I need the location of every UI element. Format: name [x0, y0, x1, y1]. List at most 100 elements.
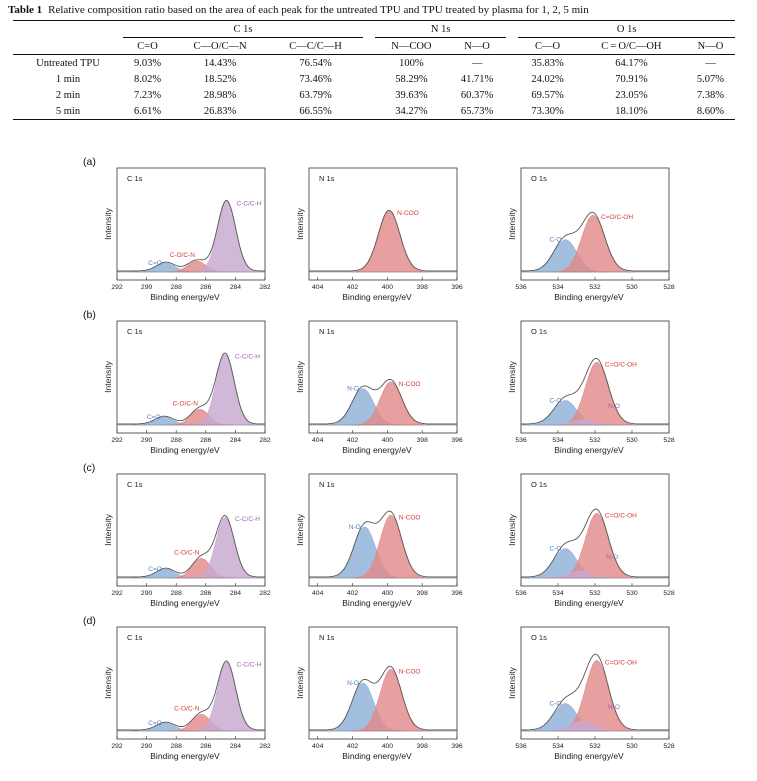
x-tick-label: 290 [141, 743, 153, 750]
peak-label: C-O [549, 398, 561, 405]
subheader-cell: C—C/C—H [268, 37, 363, 55]
table-cell: 7.38% [696, 89, 725, 101]
x-tick-label: 532 [589, 437, 601, 444]
table-row: 1 min 8.02% 18.52% 73.46% 58.29% 41.71% … [13, 71, 735, 87]
spectrum-title: C 1s [127, 174, 143, 183]
x-tick-label: 290 [141, 284, 153, 291]
y-axis-label: Intensity [295, 513, 305, 545]
x-tick-label: 284 [230, 437, 242, 444]
table-cell: 6.61% [123, 103, 173, 120]
peak-label: N-O [349, 524, 361, 531]
envelope-line [117, 660, 265, 731]
spectrum-n1s-c: N-O N-COO N 1s 404 402 400 398 396 Binding energ… [295, 473, 463, 608]
table-cell: 73.46% [299, 73, 332, 85]
peak-label: C-O/C-N [170, 252, 196, 259]
x-axis-label: Binding energy/eV [150, 751, 220, 761]
peak-c-c-c-h [193, 201, 260, 273]
peak-n-o [538, 570, 622, 579]
y-axis-label: Intensity [295, 207, 305, 239]
x-tick-label: 402 [347, 590, 359, 597]
x-axis-label: Binding energy/eV [554, 292, 624, 302]
y-axis-label: Intensity [507, 513, 517, 545]
subheader-cell: C—O/C—N [172, 37, 269, 55]
x-tick-label: 282 [259, 437, 271, 444]
peak-label: N-O [347, 680, 359, 687]
table-cell: 9.03% [133, 57, 162, 69]
envelope-line [521, 508, 669, 578]
peak-label: C=O/C-OH [605, 659, 637, 666]
envelope-line [117, 199, 265, 272]
x-tick-label: 530 [626, 743, 638, 750]
spectrum-title: N 1s [319, 633, 335, 642]
x-axis-label: Binding energy/eV [342, 445, 412, 455]
plot-frame [308, 167, 458, 281]
peak-c-c-c-h [193, 662, 260, 732]
spectrum-title: N 1s [319, 480, 335, 489]
table-cell: 73.30% [518, 103, 577, 120]
x-tick-label: 282 [259, 590, 271, 597]
peak-label: C=O/C-OH [601, 214, 633, 221]
x-tick-label: 400 [382, 590, 394, 597]
panel-label: (a) [83, 156, 96, 168]
x-axis-label: Binding energy/eV [342, 598, 412, 608]
y-axis-label: Intensity [507, 666, 517, 698]
peak-label: C-O [549, 701, 561, 708]
plot-frame [116, 626, 266, 740]
x-tick-label: 528 [663, 590, 675, 597]
peak-n-coo [351, 514, 430, 579]
y-axis-label: Intensity [295, 666, 305, 698]
table-cell: 58.29% [395, 73, 428, 85]
x-tick-label: 396 [451, 437, 463, 444]
peak-label: N-O [347, 386, 359, 393]
x-tick-label: 282 [259, 743, 271, 750]
panel-label: (c) [83, 462, 95, 474]
subheader-cell: N—COO [375, 37, 448, 55]
peak-label: C=O [148, 566, 162, 573]
x-tick-label: 400 [382, 437, 394, 444]
x-tick-label: 290 [141, 590, 153, 597]
group-header-o1s: O 1s [518, 20, 735, 38]
plot-frame [308, 320, 458, 434]
peak-c-c-c-h [191, 354, 259, 426]
peak-label: C-O [549, 546, 561, 553]
row-label: 2 min [55, 89, 81, 101]
table-row: 2 min 7.23% 28.98% 63.79% 39.63% 60.37% … [13, 87, 735, 103]
peak-label: C-O/C-N [173, 400, 199, 407]
spectrum-n1s-a: N-COO N 1s 404 402 400 398 396 Binding energy/e… [295, 167, 463, 302]
x-tick-label: 536 [515, 284, 527, 291]
y-axis-label: Intensity [103, 360, 113, 392]
x-tick-label: 396 [451, 590, 463, 597]
spectrum-c1s-a: C=O C-O/C-N C-C/C-H C 1s 292 290 288 286 284 282 B… [103, 167, 271, 302]
composition-table: C 1s N 1s O 1s C=O C—O/C—N C—C/C—H N—COO… [13, 20, 735, 120]
plot-frame [116, 167, 266, 281]
table-cell: 64.17% [615, 57, 648, 69]
table-cell: 26.83% [172, 103, 269, 120]
table-cell: 18.10% [576, 103, 686, 120]
y-axis-label: Intensity [507, 207, 517, 239]
x-tick-label: 530 [626, 437, 638, 444]
table-1: Table 1 Relative composition ratio based … [8, 0, 749, 120]
x-tick-label: 292 [111, 743, 123, 750]
subheader-cell: N—O [685, 37, 735, 55]
table-label: Table 1 [8, 4, 43, 16]
row-label: 5 min [13, 103, 123, 120]
x-tick-label: 532 [589, 743, 601, 750]
panel-label: (d) [83, 615, 96, 627]
peak-n-coo [351, 381, 430, 426]
table-cell: 70.91% [615, 73, 648, 85]
spectrum-title: C 1s [127, 327, 143, 336]
x-tick-label: 284 [230, 743, 242, 750]
x-tick-label: 400 [382, 284, 394, 291]
table-cell: 39.63% [395, 89, 428, 101]
spectrum-c1s-d: C=O C-O/C-N C-C/C-H C 1s 292 290 288 286 284 282 B… [103, 626, 271, 761]
peak-label: C=O [148, 720, 162, 727]
x-tick-label: 288 [171, 437, 183, 444]
envelope-line [309, 209, 457, 272]
table-subheader-row: C=O C—O/C—N C—C/C—H N—COO N—O C—O C = O/… [13, 37, 735, 55]
peak-label: C=O [147, 414, 161, 421]
group-header-c1s: C 1s [123, 20, 363, 38]
table-cell: 14.43% [203, 57, 237, 69]
envelope-line [309, 665, 457, 731]
table-cell: 34.27% [375, 103, 448, 120]
y-axis-label: Intensity [103, 513, 113, 545]
